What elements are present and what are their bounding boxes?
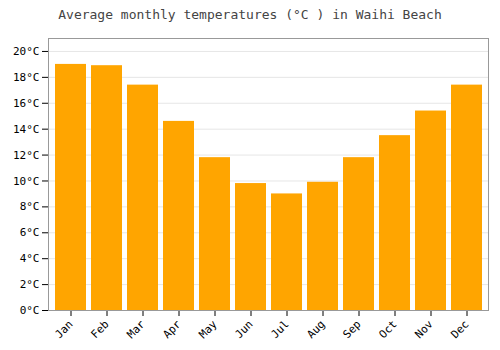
svg-text:Sep: Sep	[340, 318, 363, 341]
svg-text:16°C: 16°C	[13, 97, 40, 110]
svg-text:12°C: 12°C	[13, 149, 40, 162]
svg-text:18°C: 18°C	[13, 71, 40, 84]
svg-text:8°C: 8°C	[20, 200, 40, 213]
svg-text:Jan: Jan	[52, 318, 75, 341]
svg-text:Oct: Oct	[376, 318, 399, 341]
svg-text:4°C: 4°C	[20, 252, 40, 265]
svg-text:14°C: 14°C	[13, 123, 40, 136]
svg-text:Dec: Dec	[448, 318, 471, 341]
svg-text:Mar: Mar	[124, 317, 148, 341]
svg-text:Jul: Jul	[268, 318, 291, 341]
svg-text:Apr: Apr	[160, 317, 184, 341]
svg-text:May: May	[196, 317, 220, 341]
svg-text:20°C: 20°C	[13, 45, 40, 58]
svg-text:Nov: Nov	[412, 317, 436, 341]
svg-text:Aug: Aug	[304, 318, 327, 341]
svg-text:10°C: 10°C	[13, 174, 40, 187]
svg-text:Jun: Jun	[232, 318, 255, 341]
html-text:Average monthly temperatures (: Average monthly temperatures (°C ) in Wa…	[58, 7, 442, 22]
svg-text:Feb: Feb	[88, 318, 111, 341]
svg-text:0°C: 0°C	[20, 304, 40, 317]
svg-text:2°C: 2°C	[20, 278, 40, 291]
svg-text:6°C: 6°C	[20, 226, 40, 239]
